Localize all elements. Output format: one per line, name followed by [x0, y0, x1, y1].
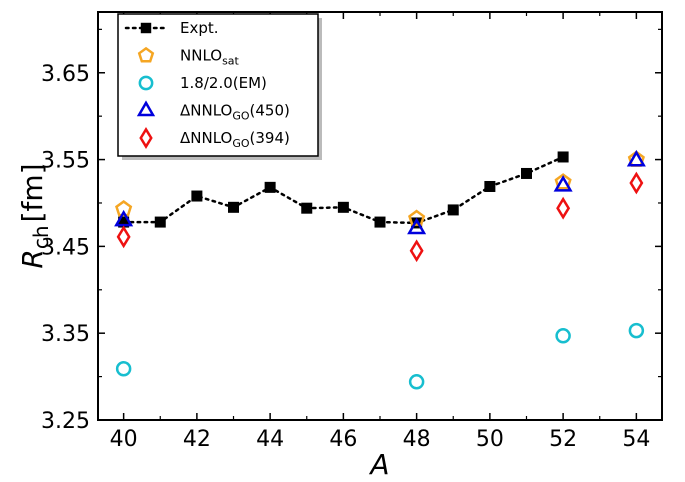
x-tick-label: 40 — [110, 427, 138, 452]
x-tick-label: 54 — [622, 427, 650, 452]
x-tick-label: 52 — [549, 427, 577, 452]
data-point-em — [628, 322, 645, 339]
data-point-em — [408, 374, 425, 390]
y-tick-label: 3.65 — [41, 62, 90, 87]
data-point-expt — [557, 151, 569, 163]
legend-label-main: ΔNNLO — [180, 129, 232, 147]
y-tick-label: 3.55 — [41, 149, 90, 174]
y-tick-label: 3.25 — [41, 409, 90, 434]
legend-label-sub: GO — [232, 137, 250, 150]
legend-marker-expt — [140, 22, 152, 34]
data-point-expt — [228, 201, 240, 213]
data-point-go450 — [553, 175, 573, 192]
data-point-go450 — [407, 217, 427, 235]
data-point-nnlosat — [115, 200, 133, 217]
x-tick-label: 48 — [403, 427, 431, 452]
data-point-expt — [411, 217, 423, 229]
data-point-go450 — [114, 209, 134, 227]
plot-area — [114, 149, 646, 390]
legend: Expt.NNLOsat1.8/2.0(EM)ΔNNLOGO(450)ΔNNLO… — [117, 13, 322, 160]
legend-label-go450: ΔNNLOGO(450) — [180, 102, 290, 123]
data-point-expt — [118, 216, 130, 228]
legend-label-tail: (450) — [250, 102, 290, 120]
axes: 40 42 44 46 48 50 52 54 3.25 3.35 3.45 3.55 3.65 A Rch… — [16, 11, 663, 481]
x-tick-label: 44 — [256, 427, 284, 452]
legend-marker-go394 — [139, 127, 153, 149]
legend-label-main: NNLO — [180, 47, 222, 65]
legend-label-main: ΔNNLO — [180, 102, 232, 120]
legend-marker-go450 — [136, 100, 156, 117]
data-point-expt — [374, 216, 386, 228]
legend-marker-nnlosat — [137, 46, 155, 63]
data-point-nnlosat — [408, 209, 426, 226]
x-tick-label: 42 — [183, 427, 211, 452]
series-line-expt — [122, 155, 565, 225]
data-point-go394 — [556, 196, 571, 220]
y-axis-label-unit: [fm] — [16, 163, 49, 222]
data-point-go394 — [116, 225, 131, 249]
x-axis-label: A — [368, 448, 389, 481]
data-point-expt — [154, 216, 166, 228]
data-point-expt — [301, 202, 313, 214]
legend-label-go394: ΔNNLOGO(394) — [180, 129, 290, 150]
legend-label-sub: GO — [232, 110, 250, 123]
legend-label-tail: (394) — [250, 129, 290, 147]
x-tick-label: 50 — [476, 427, 504, 452]
y-axis-label: Rch [fm] — [16, 163, 53, 268]
y-tick-label: 3.45 — [41, 235, 90, 260]
data-point-nnlosat — [554, 173, 572, 190]
data-point-go394 — [409, 239, 424, 263]
data-point-expt — [264, 181, 276, 193]
legend-label-sub: sat — [222, 55, 239, 68]
legend-label-main: Expt. — [180, 19, 219, 37]
y-axis-label-main: R — [16, 249, 49, 268]
x-tick-label: 46 — [329, 427, 357, 452]
data-point-em — [115, 361, 132, 377]
data-point-expt — [520, 167, 532, 179]
legend-label-expt: Expt. — [180, 19, 219, 37]
y-axis-label-sub: ch — [29, 225, 53, 249]
data-point-expt — [447, 204, 459, 216]
data-point-expt — [337, 201, 349, 213]
y-tick-label: 3.35 — [41, 322, 90, 347]
data-point-expt — [191, 190, 203, 202]
legend-label-main: 1.8/2.0(EM) — [180, 74, 267, 92]
legend-label-nnlosat: NNLOsat — [180, 47, 240, 68]
legend-label-em: 1.8/2.0(EM) — [180, 74, 267, 92]
legend-marker-em — [138, 75, 154, 91]
data-point-em — [555, 328, 571, 344]
data-point-expt — [484, 180, 496, 192]
data-point-go394 — [629, 171, 644, 195]
data-point-go450 — [626, 149, 646, 167]
